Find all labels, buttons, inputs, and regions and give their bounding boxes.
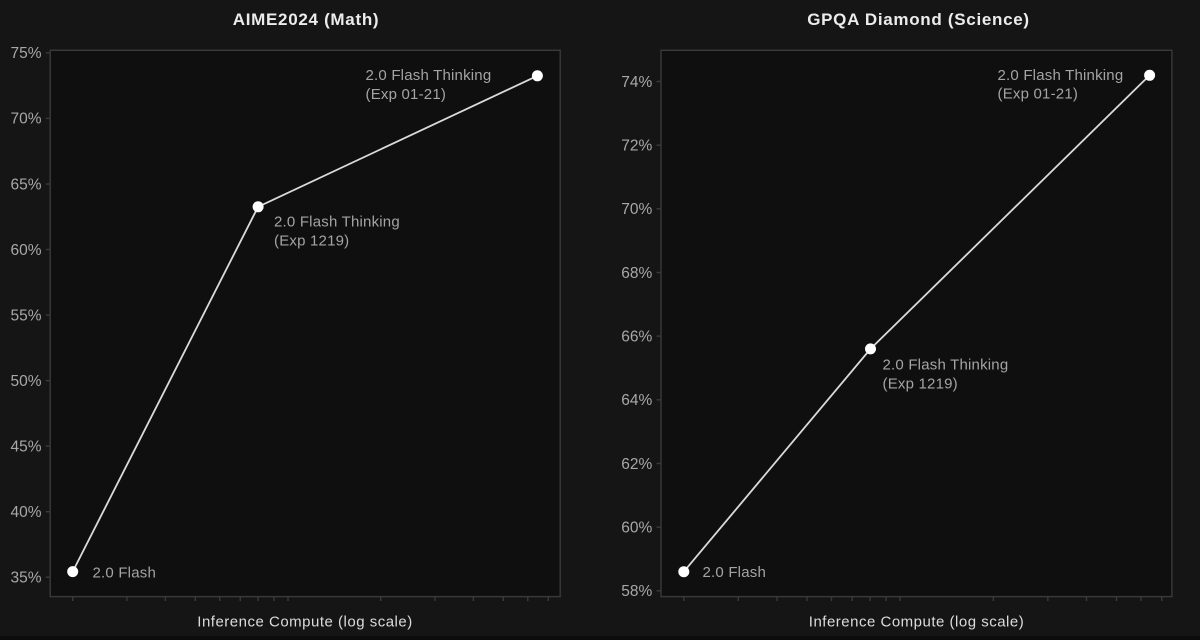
svg-text:45%: 45% bbox=[10, 438, 41, 455]
svg-text:2.0 Flash Thinking: 2.0 Flash Thinking bbox=[883, 357, 1009, 374]
svg-text:2.0 Flash Thinking: 2.0 Flash Thinking bbox=[998, 67, 1124, 84]
svg-text:40%: 40% bbox=[10, 504, 41, 521]
svg-text:2.0 Flash Thinking: 2.0 Flash Thinking bbox=[366, 67, 492, 84]
svg-text:70%: 70% bbox=[621, 201, 652, 218]
svg-text:60%: 60% bbox=[10, 242, 41, 259]
svg-text:Inference Compute (log scale): Inference Compute (log scale) bbox=[197, 614, 412, 631]
svg-text:35%: 35% bbox=[10, 570, 41, 587]
svg-text:(Exp 1219): (Exp 1219) bbox=[883, 376, 958, 393]
svg-text:Inference Compute (log scale): Inference Compute (log scale) bbox=[809, 614, 1024, 631]
svg-text:74%: 74% bbox=[621, 74, 652, 91]
svg-text:(Exp 01-21): (Exp 01-21) bbox=[998, 86, 1079, 103]
svg-text:65%: 65% bbox=[10, 176, 41, 193]
svg-text:2.0 Flash: 2.0 Flash bbox=[93, 565, 157, 582]
svg-text:2.0 Flash Thinking: 2.0 Flash Thinking bbox=[274, 214, 400, 231]
svg-text:72%: 72% bbox=[621, 138, 652, 155]
svg-text:70%: 70% bbox=[10, 111, 41, 128]
svg-text:50%: 50% bbox=[10, 373, 41, 390]
svg-text:60%: 60% bbox=[621, 519, 652, 536]
svg-text:(Exp 1219): (Exp 1219) bbox=[274, 233, 349, 250]
svg-text:2.0 Flash: 2.0 Flash bbox=[703, 564, 767, 581]
svg-text:(Exp 01-21): (Exp 01-21) bbox=[366, 86, 447, 103]
svg-text:62%: 62% bbox=[621, 456, 652, 473]
svg-text:66%: 66% bbox=[621, 328, 652, 345]
svg-text:68%: 68% bbox=[621, 265, 652, 282]
svg-text:GPQA Diamond (Science): GPQA Diamond (Science) bbox=[807, 10, 1030, 29]
svg-text:AIME2024 (Math): AIME2024 (Math) bbox=[233, 10, 380, 29]
svg-text:75%: 75% bbox=[10, 45, 41, 62]
svg-text:55%: 55% bbox=[10, 307, 41, 324]
svg-text:58%: 58% bbox=[621, 583, 652, 600]
svg-text:64%: 64% bbox=[621, 392, 652, 409]
